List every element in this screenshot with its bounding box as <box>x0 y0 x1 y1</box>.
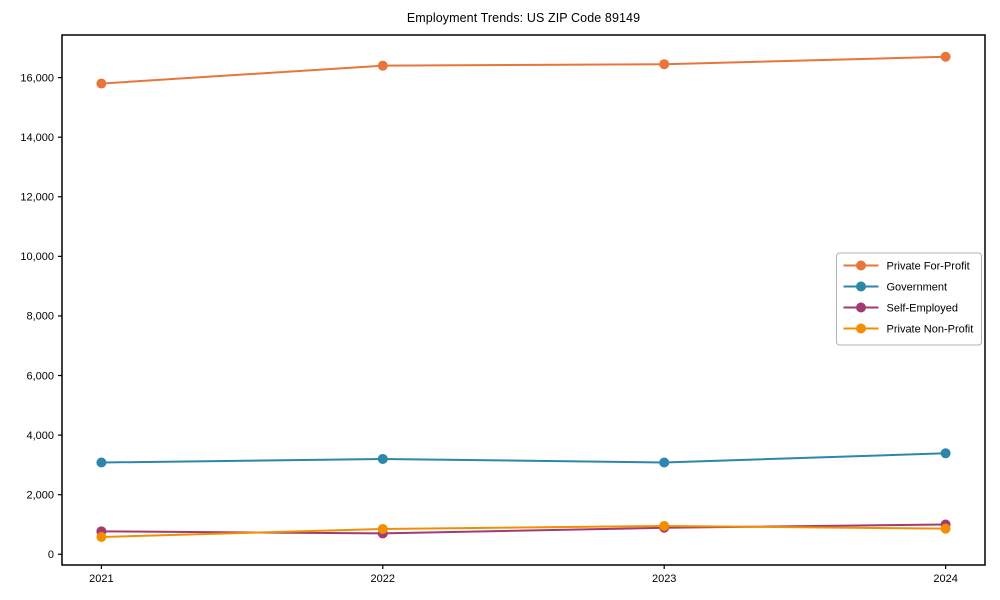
data-point <box>96 78 107 89</box>
y-axis-tick-label: 12,000 <box>20 192 54 204</box>
x-axis-tick-label: 2023 <box>652 573 676 585</box>
y-axis-tick-label: 8,000 <box>26 311 54 323</box>
chart-title: Employment Trends: US ZIP Code 89149 <box>406 11 641 25</box>
legend-label: Private Non-Profit <box>887 323 974 335</box>
data-point <box>659 59 670 70</box>
y-axis-tick-label: 0 <box>48 549 54 561</box>
data-point <box>377 523 388 534</box>
x-axis-tick-label: 2024 <box>933 573 957 585</box>
legend-sample-marker <box>856 323 866 334</box>
y-axis-tick-label: 10,000 <box>20 251 54 263</box>
data-point <box>659 520 670 531</box>
data-point <box>377 453 388 464</box>
legend-sample-marker <box>856 302 866 313</box>
series-line-government <box>100 452 947 464</box>
legend-sample-marker <box>856 260 866 271</box>
series-line-private-for-profit <box>100 55 947 85</box>
y-axis-tick-label: 14,000 <box>20 132 54 144</box>
data-point <box>377 60 388 71</box>
series-line-self-employed <box>100 523 947 535</box>
legend-label: Government <box>887 281 948 293</box>
y-axis-tick-label: 6,000 <box>26 370 54 382</box>
data-point <box>659 457 670 468</box>
data-point <box>96 457 107 468</box>
data-point <box>940 448 951 459</box>
legend-label: Private For-Profit <box>887 260 970 272</box>
legend-box <box>836 252 982 346</box>
data-point <box>940 51 951 62</box>
x-axis-tick-label: 2022 <box>371 573 395 585</box>
series-line-private-non-profit <box>100 524 947 538</box>
legend-sample-marker <box>856 281 866 292</box>
x-axis-tick-label: 2021 <box>89 573 113 585</box>
plot-border <box>61 34 986 566</box>
y-axis-tick-label: 2,000 <box>26 489 54 501</box>
legend-label: Self-Employed <box>887 302 959 314</box>
y-axis-tick-label: 16,000 <box>20 72 54 84</box>
y-axis-tick-label: 4,000 <box>26 430 54 442</box>
data-point <box>96 531 107 542</box>
data-point <box>940 523 951 534</box>
